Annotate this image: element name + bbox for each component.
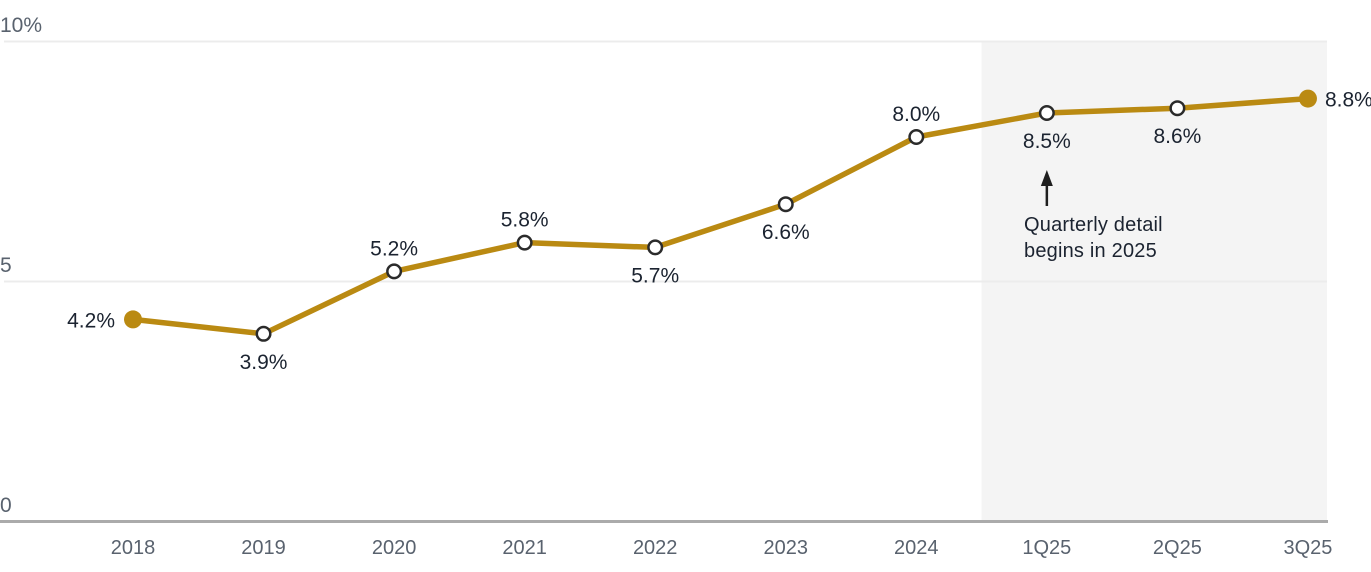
data-point-label: 6.6%	[762, 221, 810, 244]
data-point-label: 5.2%	[370, 237, 418, 260]
quarterly-annotation: Quarterly detail begins in 2025	[1024, 212, 1163, 264]
data-point-open	[1169, 100, 1186, 117]
y-tick-label: 5	[0, 254, 12, 277]
data-point-open	[255, 325, 272, 342]
x-tick-label: 2024	[894, 537, 939, 559]
x-tick-label: 2020	[372, 537, 417, 559]
data-point-open	[386, 263, 403, 280]
data-point-label: 5.8%	[501, 209, 549, 232]
up-arrow-head-icon	[1040, 170, 1053, 186]
data-point-filled	[124, 310, 142, 329]
data-point-open	[516, 234, 533, 251]
data-point-label: 5.7%	[631, 264, 679, 287]
data-point-open	[908, 129, 925, 145]
x-tick-label: 2019	[241, 537, 286, 559]
x-tick-label: 3Q25	[1283, 537, 1332, 559]
data-point-label: 8.8%	[1325, 89, 1371, 112]
x-tick-label: 2022	[633, 537, 678, 559]
data-point-label: 8.0%	[892, 103, 940, 126]
data-point-open	[647, 239, 664, 256]
x-tick-label: 2018	[111, 537, 156, 559]
data-point-label: 8.6%	[1153, 125, 1201, 148]
annotation-line-2: begins in 2025	[1024, 240, 1157, 262]
x-tick-label: 2Q25	[1153, 537, 1202, 559]
trend-line	[130, 95, 1311, 337]
data-point-label: 3.9%	[240, 351, 288, 374]
data-point-label: 4.2%	[67, 309, 115, 332]
data-point-open	[777, 196, 794, 213]
data-point-filled	[1298, 89, 1317, 108]
x-tick-label: 2021	[502, 537, 547, 559]
x-tick-label: 2023	[764, 537, 809, 559]
data-point-open	[1038, 105, 1055, 121]
x-tick-label: 1Q25	[1022, 537, 1071, 559]
annotation-line-1: Quarterly detail	[1024, 214, 1163, 236]
y-tick-label: 0	[0, 494, 12, 517]
data-point-label: 8.5%	[1023, 130, 1071, 153]
y-tick-label: 10%	[0, 14, 42, 37]
